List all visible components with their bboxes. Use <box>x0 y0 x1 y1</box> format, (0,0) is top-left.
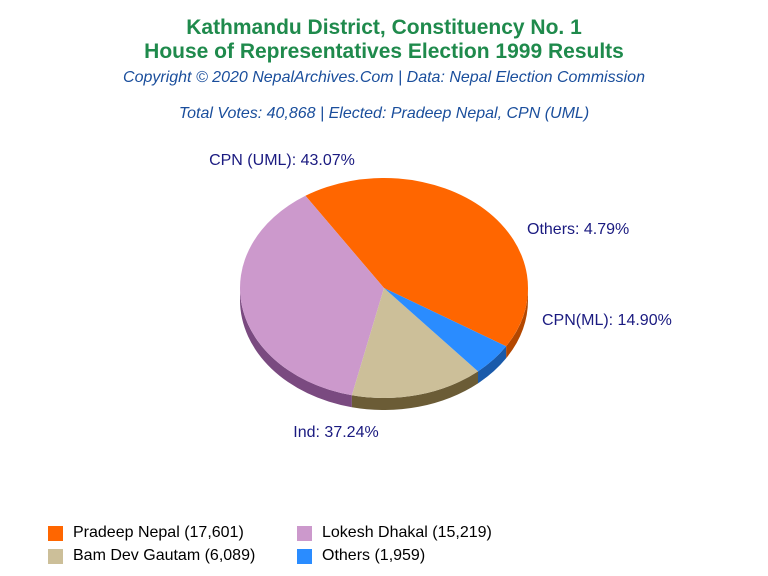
pie-slice-side-2 <box>351 371 479 410</box>
pie-slice-side-0 <box>506 288 528 359</box>
slice-label-1: Ind: 37.24% <box>293 424 378 441</box>
copyright-text: Copyright © 2020 NepalArchives.Com | Dat… <box>123 69 645 86</box>
pie-top-group <box>239 178 528 398</box>
summary-text: Total Votes: 40,868 | Elected: Pradeep N… <box>178 105 590 122</box>
legend-swatch <box>48 525 63 541</box>
pie-slice-3 <box>384 288 507 372</box>
pie-label-group: CPN (UML): 43.07% Ind: 37.24% CPN(ML): 14.… <box>209 152 672 441</box>
slice-label-0: CPN (UML): 43.07% <box>209 152 355 169</box>
legend-swatch <box>48 548 63 564</box>
legend-swatch <box>297 525 312 541</box>
legend-label: Bam Dev Gautam (6,089) <box>73 547 256 564</box>
slice-label-3: Others: 4.79% <box>527 221 629 238</box>
pie-slice-0 <box>305 178 528 347</box>
legend-label: Others (1,959) <box>322 547 426 564</box>
legend-item-others: Others (1,959) <box>297 547 425 565</box>
pie-side-group <box>240 288 528 410</box>
legend-item-bam-dev-gautam: Bam Dev Gautam (6,089) <box>48 547 255 565</box>
legend-swatch <box>297 548 312 564</box>
legend-item-pradeep-nepal: Pradeep Nepal (17,601) <box>48 524 244 542</box>
legend-label: Pradeep Nepal (17,601) <box>73 524 244 541</box>
pie-slice-side-1 <box>240 288 352 408</box>
chart-title-line1: Kathmandu District, Constituency No. 1 <box>186 16 582 39</box>
legend-item-lokesh-dhakal: Lokesh Dhakal (15,219) <box>297 524 492 542</box>
pie-slice-side-3 <box>478 346 507 384</box>
slice-label-2: CPN(ML): 14.90% <box>542 312 672 329</box>
legend-label: Lokesh Dhakal (15,219) <box>322 524 492 541</box>
pie-slice-1 <box>239 195 384 396</box>
pie-slice-2 <box>351 288 479 398</box>
chart-title-line2: House of Representatives Election 1999 R… <box>144 40 624 63</box>
